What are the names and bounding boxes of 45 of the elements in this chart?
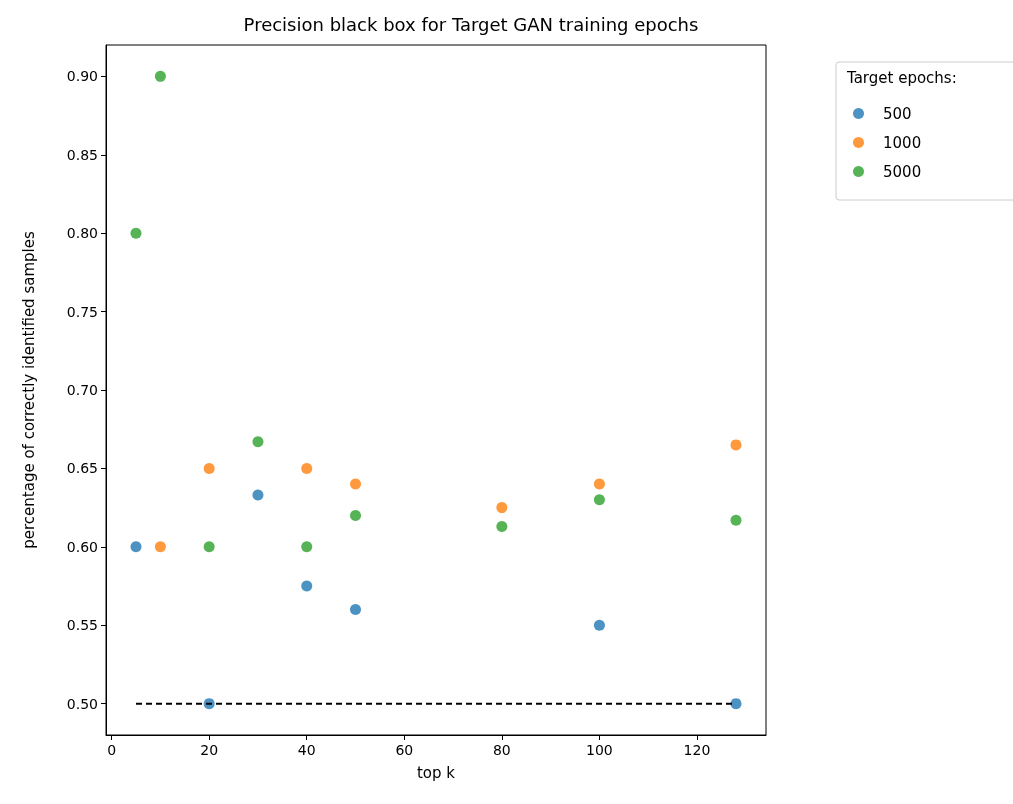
point xyxy=(301,580,313,592)
point xyxy=(730,514,742,526)
x-axis-title: top k xyxy=(416,763,456,782)
point xyxy=(154,541,166,553)
x-tick-label: 100 xyxy=(586,742,613,758)
point xyxy=(730,439,742,451)
point xyxy=(252,436,264,448)
point xyxy=(593,619,605,631)
point xyxy=(350,478,362,490)
x-tick-label: 80 xyxy=(492,742,511,758)
point xyxy=(301,541,313,553)
point xyxy=(130,227,142,239)
point xyxy=(496,520,508,532)
y-tick-label: 0.50 xyxy=(66,695,98,712)
y-tick-label: 0.60 xyxy=(66,538,98,555)
legend-title: Target epochs: xyxy=(846,68,957,87)
point xyxy=(593,478,605,490)
point xyxy=(203,541,215,553)
x-tick-label: 40 xyxy=(297,742,316,758)
point xyxy=(252,489,264,501)
x-tick-label: 20 xyxy=(200,742,219,758)
point xyxy=(350,509,362,521)
x-tick-label: 120 xyxy=(683,742,711,758)
y-tick-label: 0.80 xyxy=(66,225,98,242)
legend-label: 500 xyxy=(883,104,912,123)
point xyxy=(350,604,362,616)
point xyxy=(130,541,142,553)
y-tick-label: 0.85 xyxy=(66,146,98,163)
y-tick-label: 0.70 xyxy=(66,382,98,398)
point xyxy=(154,70,166,82)
chart-title: Precision black box for Target GAN training epochs xyxy=(243,13,699,35)
legend-label: 1000 xyxy=(883,133,922,152)
y-tick-label: 0.55 xyxy=(66,617,98,634)
y-tick-label: 0.75 xyxy=(66,303,98,320)
y-tick-label: 0.90 xyxy=(66,68,98,85)
point xyxy=(203,462,215,474)
point xyxy=(496,502,508,514)
legend-label: 5000 xyxy=(883,162,922,181)
point xyxy=(301,462,313,474)
y-axis-title: percentage of correctly identified samples xyxy=(19,231,38,549)
point xyxy=(593,494,605,506)
y-tick-label: 0.65 xyxy=(66,460,98,477)
point xyxy=(730,698,742,710)
x-tick-label: 0 xyxy=(107,742,117,758)
x-tick-label: 60 xyxy=(395,742,414,758)
